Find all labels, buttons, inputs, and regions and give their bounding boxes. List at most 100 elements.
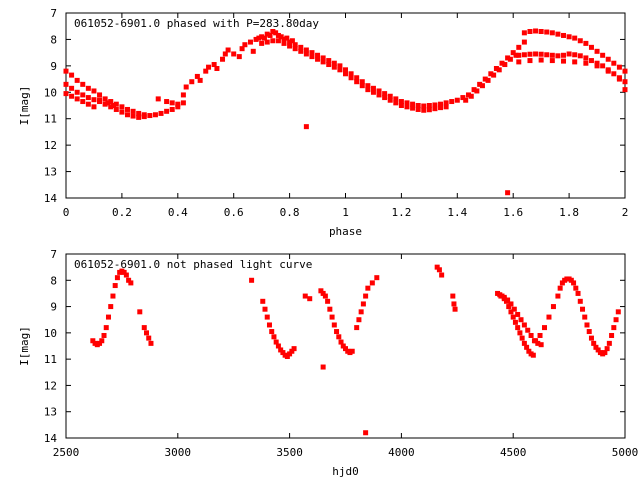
unphased-data-point — [287, 351, 293, 357]
phased-data-point — [74, 89, 80, 95]
phased-data-point — [463, 97, 469, 103]
unphased-data-point — [143, 330, 149, 336]
phased-data-point — [505, 55, 511, 61]
phased-data-point — [370, 85, 376, 91]
phased-x-tick-label: 0.4 — [168, 206, 188, 219]
phased-data-point — [270, 29, 276, 34]
unphased-data-point — [128, 280, 134, 286]
phased-data-point — [432, 106, 438, 112]
unphased-data-point — [606, 340, 612, 346]
phased-data-point — [415, 103, 421, 108]
phased-y-axis: 7 8 9 10 11 12 13 14 — [44, 7, 625, 205]
phased-data-point — [247, 39, 253, 45]
unphased-data-point — [101, 332, 107, 338]
phased-data-point — [102, 96, 108, 102]
unphased-data-point — [571, 280, 577, 286]
phased-data-point — [97, 92, 103, 98]
unphased-data-point — [269, 329, 275, 335]
phased-data-point — [348, 71, 354, 77]
unphased-data-point — [604, 346, 610, 352]
phased-data-point — [605, 68, 611, 74]
phased-data-point — [354, 75, 360, 81]
phased-data-point — [516, 59, 522, 65]
phased-data-point — [421, 103, 427, 109]
phased-data-point — [521, 39, 527, 45]
phased-data-point — [465, 92, 471, 98]
phased-data-point — [426, 103, 432, 108]
phased-data-point — [91, 97, 97, 103]
phased-data-point — [600, 63, 606, 69]
phased-data-point — [572, 52, 578, 58]
unphased-data-point — [363, 430, 369, 436]
phased-data-point — [85, 101, 91, 107]
phased-data-point — [303, 47, 309, 53]
unphased-data-point — [555, 293, 561, 299]
unphased-data-point — [519, 335, 525, 341]
phased-data-point — [225, 47, 231, 53]
phased-data-point — [611, 71, 617, 77]
phased-data-point — [85, 85, 91, 91]
phased-data-point — [588, 44, 594, 50]
phased-data-point — [572, 35, 578, 41]
unphased-data-point — [530, 352, 536, 358]
phased-data-point — [113, 106, 119, 112]
unphased-data-point — [291, 346, 297, 352]
phased-data-point — [387, 97, 393, 103]
phased-data-point — [220, 56, 226, 62]
phased-data-point — [499, 60, 505, 66]
phased-data-point — [303, 124, 309, 130]
phased-data-point — [600, 52, 606, 58]
unphased-data-point — [334, 329, 340, 335]
phased-data-point — [516, 52, 522, 58]
phased-data-point — [513, 52, 519, 58]
unphased-data-point — [559, 280, 565, 286]
phased-data-point — [158, 110, 164, 116]
unphased-y-tick-label: 11 — [44, 353, 57, 366]
unphased-data-point — [340, 343, 346, 349]
phased-data-point — [443, 104, 449, 110]
phased-data-point — [309, 50, 315, 56]
unphased-y-axis-label: I[mag] — [18, 326, 31, 366]
phased-data-point — [382, 91, 388, 97]
phased-data-point — [80, 99, 86, 105]
unphased-data-point — [108, 304, 114, 310]
unphased-data-point — [266, 322, 272, 328]
phased-data-point — [493, 66, 499, 71]
phased-data-point — [259, 40, 265, 46]
phased-data-point — [479, 83, 485, 89]
phased-data-point — [583, 55, 589, 61]
phased-y-tick-label: 9 — [50, 60, 57, 73]
unphased-data-point — [546, 314, 552, 320]
unphased-data-point — [538, 342, 544, 348]
phased-data-point — [404, 104, 410, 110]
unphased-data-point — [260, 298, 266, 304]
unphased-data-point — [349, 348, 355, 354]
phased-data-point — [449, 99, 455, 105]
phased-y-tick-label: 14 — [44, 192, 58, 205]
phased-data-point — [426, 107, 432, 113]
phased-data-point — [292, 42, 298, 48]
unphased-data-point — [262, 306, 268, 312]
unphased-data-point — [557, 285, 563, 291]
unphased-data-point — [506, 304, 512, 310]
phased-data-point — [502, 62, 508, 68]
unphased-data-point — [354, 325, 360, 331]
phased-x-tick-label: 0.6 — [224, 206, 244, 219]
phased-data-point — [482, 76, 488, 82]
unphased-data-point — [591, 340, 597, 346]
phased-data-point — [331, 60, 337, 66]
phased-data-point — [63, 91, 69, 97]
phased-data-point — [521, 30, 527, 36]
unphased-x-tick-label: 3000 — [165, 446, 192, 459]
unphased-y-tick-label: 10 — [44, 327, 57, 340]
unphased-data-point — [307, 296, 313, 302]
unphased-data-point — [110, 293, 116, 299]
phased-data-point — [432, 102, 438, 108]
phased-data-point — [69, 85, 75, 91]
phased-data-point — [527, 58, 533, 64]
phased-data-point — [460, 95, 466, 101]
phased-data-point — [211, 62, 217, 68]
phased-data-point — [63, 68, 69, 74]
unphased-x-axis-label: hjd0 — [332, 465, 359, 478]
